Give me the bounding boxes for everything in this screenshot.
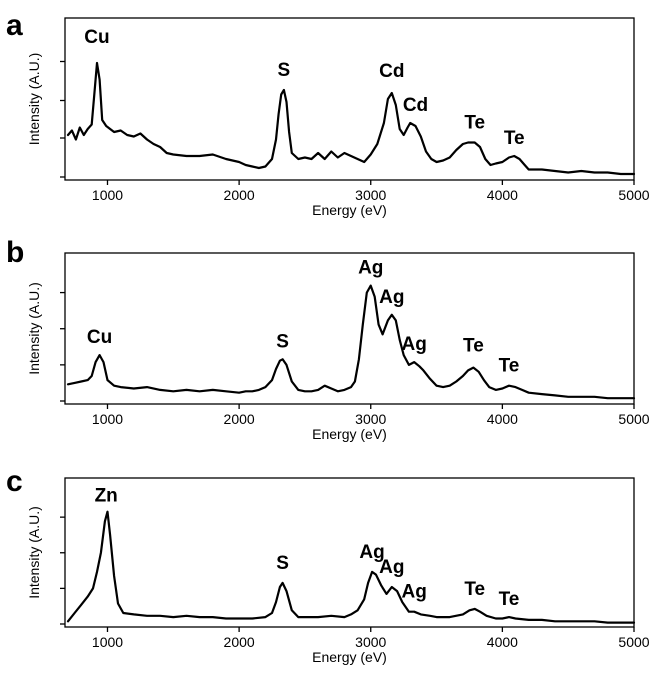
peak-label: Te (504, 128, 525, 149)
spectrum-line (66, 284, 636, 400)
x-tick-label: 5000 (618, 634, 649, 650)
x-tick-label: 2000 (224, 634, 255, 650)
peak-label: Cu (84, 27, 109, 48)
y-axis-title: Intensity (A.U.) (26, 53, 42, 146)
x-tick-label: 4000 (487, 634, 518, 650)
x-axis-title: Energy (eV) (312, 426, 387, 442)
peak-label: Te (463, 336, 484, 357)
x-tick-label: 3000 (355, 411, 386, 427)
plot-frame (64, 477, 635, 628)
peak-label: Zn (95, 486, 118, 507)
peak-label: Ag (379, 287, 404, 308)
peak-label: Ag (359, 542, 384, 563)
panel-letter: b (6, 236, 24, 269)
plot-frame (64, 252, 635, 405)
panel-a: a 1000 2000 3000 4000 5000 Energy (eV) Intensit… (6, 9, 650, 218)
panel-letter: c (6, 465, 23, 498)
peak-label: Te (499, 589, 520, 610)
peak-label: Cd (403, 95, 428, 116)
x-tick-label: 2000 (224, 411, 255, 427)
x-tick-label: 3000 (355, 187, 386, 203)
x-axis-title: Energy (eV) (312, 649, 387, 665)
peak-label: S (278, 60, 291, 81)
x-tick-label: 1000 (92, 411, 123, 427)
x-tick-label: 5000 (618, 411, 649, 427)
panel-c: c 1000 2000 3000 4000 5000 Energy (eV) Intensit… (6, 465, 650, 665)
panel-b: b 1000 2000 3000 4000 5000 Energy (eV) Intensit… (6, 236, 650, 442)
y-axis-title: Intensity (A.U.) (26, 282, 42, 375)
peak-label: Ag (402, 582, 427, 603)
spectrum-line (66, 510, 636, 624)
peak-label: Ag (402, 334, 427, 355)
peak-label: Te (499, 356, 520, 377)
x-tick-label: 1000 (92, 187, 123, 203)
peak-label: Ag (358, 258, 383, 279)
peak-label: S (276, 331, 289, 352)
peak-label: Te (464, 113, 485, 134)
peak-label: Ag (379, 557, 404, 578)
y-axis-title: Intensity (A.U.) (26, 506, 42, 599)
x-tick-label: 5000 (618, 187, 649, 203)
plot-frame (64, 17, 635, 181)
x-tick-label: 4000 (487, 411, 518, 427)
x-tick-label: 1000 (92, 634, 123, 650)
x-tick-label: 2000 (224, 187, 255, 203)
peak-label: Cd (379, 61, 404, 82)
peak-label: Te (464, 579, 485, 600)
x-tick-label: 4000 (487, 187, 518, 203)
panel-letter: a (6, 9, 23, 42)
x-axis-title: Energy (eV) (312, 202, 387, 218)
peak-label: S (276, 553, 289, 574)
spectrum-line (66, 61, 636, 176)
x-tick-label: 3000 (355, 634, 386, 650)
peak-label: Cu (87, 327, 112, 348)
